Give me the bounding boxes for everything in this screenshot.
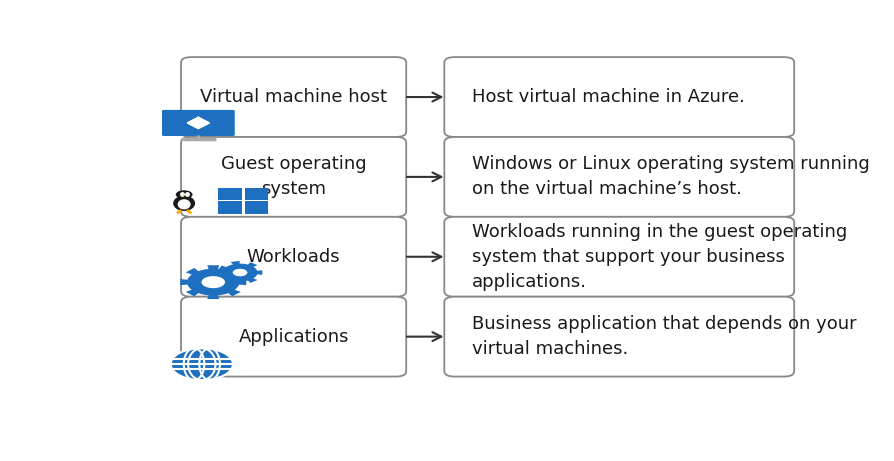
FancyBboxPatch shape — [444, 217, 794, 297]
Polygon shape — [207, 265, 219, 272]
Text: Workloads running in the guest operating
system that support your business
appli: Workloads running in the guest operating… — [472, 223, 848, 291]
Bar — [218, 201, 242, 213]
Circle shape — [171, 348, 233, 380]
Text: Virtual machine host: Virtual machine host — [200, 88, 387, 106]
Polygon shape — [246, 262, 257, 268]
Polygon shape — [253, 270, 262, 275]
Bar — [245, 188, 268, 200]
Ellipse shape — [173, 195, 195, 211]
Polygon shape — [181, 279, 192, 285]
FancyBboxPatch shape — [444, 137, 794, 217]
FancyBboxPatch shape — [181, 57, 406, 137]
Polygon shape — [225, 268, 240, 276]
Circle shape — [176, 190, 192, 199]
Bar — [218, 188, 242, 200]
Text: Host virtual machine in Azure.: Host virtual machine in Azure. — [472, 88, 745, 106]
Circle shape — [201, 276, 225, 288]
Polygon shape — [246, 277, 257, 283]
Polygon shape — [231, 261, 240, 266]
FancyBboxPatch shape — [181, 137, 406, 217]
Polygon shape — [234, 279, 246, 285]
FancyBboxPatch shape — [444, 57, 794, 137]
Text: Business application that depends on your
virtual machines.: Business application that depends on you… — [472, 315, 856, 358]
FancyBboxPatch shape — [444, 297, 794, 377]
Polygon shape — [231, 279, 240, 284]
Circle shape — [223, 264, 257, 282]
Text: Guest operating
system: Guest operating system — [221, 155, 367, 198]
Circle shape — [187, 269, 240, 296]
Text: Windows or Linux operating system running
on the virtual machine’s host.: Windows or Linux operating system runnin… — [472, 155, 870, 198]
Polygon shape — [218, 266, 229, 271]
Polygon shape — [182, 195, 186, 196]
Ellipse shape — [178, 199, 190, 209]
FancyBboxPatch shape — [181, 217, 406, 297]
Polygon shape — [188, 118, 209, 129]
Polygon shape — [218, 274, 229, 279]
Polygon shape — [225, 289, 240, 296]
Polygon shape — [207, 293, 219, 299]
FancyBboxPatch shape — [162, 110, 235, 136]
Bar — [245, 201, 268, 213]
Text: Applications: Applications — [239, 328, 349, 346]
Circle shape — [232, 269, 248, 276]
Text: Workloads: Workloads — [247, 248, 341, 266]
Polygon shape — [186, 289, 201, 296]
Polygon shape — [186, 268, 201, 276]
FancyBboxPatch shape — [181, 297, 406, 377]
